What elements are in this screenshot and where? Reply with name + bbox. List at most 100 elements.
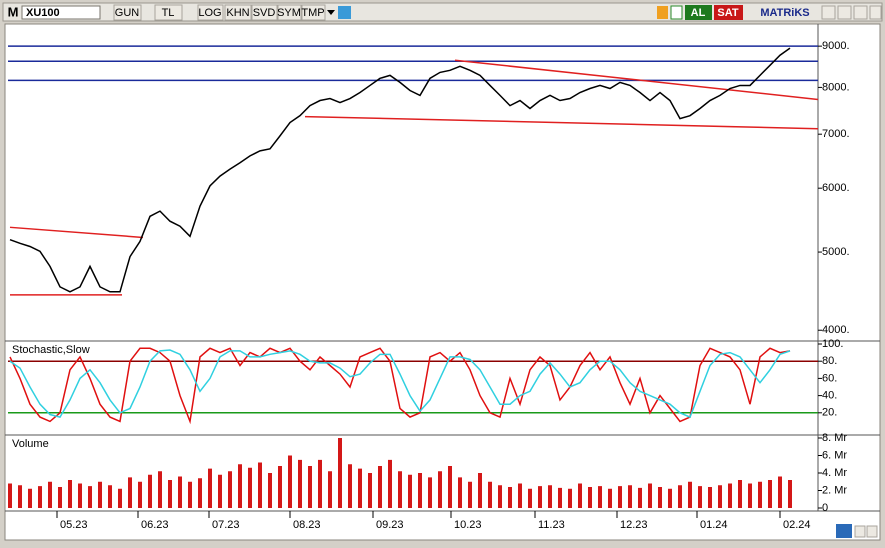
scroll-left[interactable] [854,525,866,538]
volume-bar [568,488,572,508]
panel-title: Volume [12,438,49,450]
x-tick-label: 11.23 [538,519,565,531]
volume-bar [158,471,162,508]
x-tick-label: 08.23 [293,519,321,531]
buy-label[interactable]: AL [691,7,706,19]
volume-bar [358,468,362,508]
symbol-box[interactable] [21,5,101,20]
button-label[interactable]: TMP [301,7,324,19]
volume-bar [648,483,652,508]
dropdown-arrow[interactable] [327,10,335,15]
volume-bar [328,471,332,508]
sell-label[interactable]: SAT [717,7,738,19]
volume-bar [708,487,712,508]
volume-bar [198,478,202,508]
series-line [9,47,791,293]
volume-bar [778,476,782,508]
y-tick-label: 6. Mr [822,449,847,461]
volume-bar [498,485,502,508]
volume-bar [788,480,792,508]
volume-bar [528,488,532,508]
volume-bar [588,487,592,508]
y-tick-label: 9000. [822,40,850,52]
refresh-icon[interactable] [657,6,668,19]
y-tick-label: 7000. [822,128,850,140]
panel-title: Stochastic,Slow [12,344,90,356]
y-tick-label: 4000. [822,324,850,336]
volume-bar [368,473,372,508]
volume-bar [548,485,552,508]
volume-bar [428,477,432,508]
button-label[interactable]: SYM [277,7,301,19]
x-tick-label: 05.23 [60,519,88,531]
volume-bar [228,471,232,508]
volume-bar [538,486,542,508]
volume-bar [758,481,762,508]
volume-bar [558,487,562,508]
y-tick-label: 5000. [822,246,850,258]
volume-bar [658,487,662,508]
volume-bar [678,485,682,508]
button[interactable] [251,4,278,21]
chart-area [4,23,881,541]
volume-bar [518,483,522,508]
volume-bar [478,473,482,508]
volume-bar [728,483,732,508]
volume-bar [68,480,72,508]
volume-bar [628,485,632,508]
volume-bar [748,483,752,508]
button[interactable] [113,4,142,21]
volume-bar [318,459,322,508]
c-icon[interactable] [670,5,683,20]
volume-bar [508,487,512,508]
sync-icon[interactable] [836,524,852,538]
volume-bar [458,477,462,508]
y-tick-label: 0 [822,502,828,514]
button-label[interactable]: TL [162,7,175,19]
volume-bar [348,464,352,508]
button[interactable] [154,4,183,21]
volume-bar [208,468,212,508]
volume-bar [468,481,472,508]
button-label[interactable]: SVD [253,7,276,19]
volume-bar [98,481,102,508]
volume-bar [398,471,402,508]
volume-bar [378,466,382,508]
button[interactable] [277,4,302,21]
window-button[interactable] [821,5,836,20]
button-label[interactable]: LOG [198,7,221,19]
y-tick-label: 100. [822,338,843,350]
y-tick-label: 40. [822,390,837,402]
y-tick-label: 20. [822,407,837,419]
window-button[interactable] [837,5,852,20]
x-tick-label: 09.23 [376,519,404,531]
volume-bar [48,481,52,508]
volume-bar [698,486,702,508]
button-label[interactable]: GUN [115,7,140,19]
button[interactable] [224,4,252,21]
share-icon[interactable] [338,6,351,19]
symbol[interactable]: XU100 [26,7,60,19]
y-tick-label: 60. [822,372,837,384]
x-tick-label: 02.24 [783,519,811,531]
volume-bar [258,462,262,508]
x-tick-label: 12.23 [620,519,648,531]
volume-bar [278,466,282,508]
window-button[interactable] [853,5,868,20]
volume-bar [618,486,622,508]
volume-bar [448,466,452,508]
button[interactable] [197,4,224,21]
window-button[interactable] [869,5,882,20]
volume-bar [218,474,222,508]
volume-bar [108,485,112,508]
volume-bar [38,486,42,508]
scroll-right[interactable] [866,525,878,538]
volume-bar [138,481,142,508]
button-label[interactable]: KHN [226,7,249,19]
button[interactable] [301,4,326,21]
y-tick-label: 8. Mr [822,432,847,444]
buy-button[interactable] [685,5,712,20]
sell-button[interactable] [714,5,743,20]
volume-bar [168,480,172,508]
y-tick-label: 8000. [822,81,850,93]
